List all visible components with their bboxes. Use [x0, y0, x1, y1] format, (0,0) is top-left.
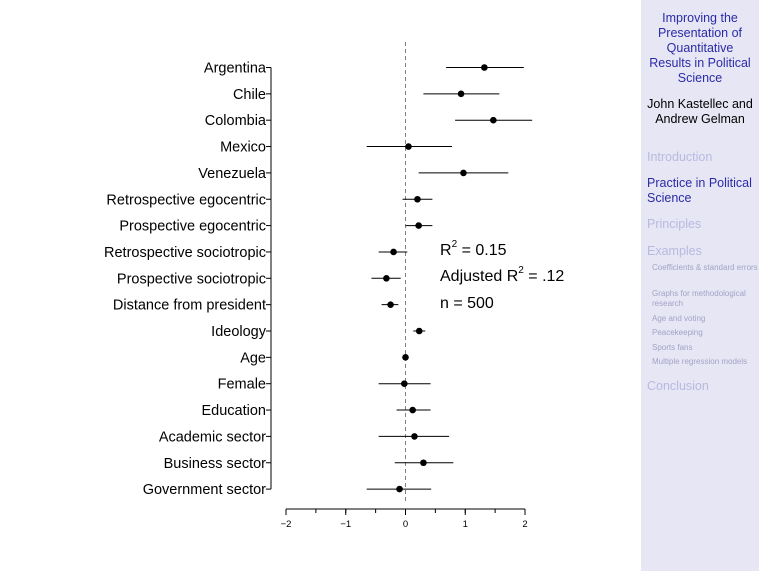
nav-subsection-coefficients[interactable]: Coefficients & standard errors	[652, 263, 758, 272]
y-tick-label: Prospective egocentric	[119, 219, 266, 235]
y-tick-label: Mexico	[220, 140, 266, 156]
y-tick-label: Chile	[233, 87, 266, 103]
y-tick-label: Education	[202, 403, 267, 419]
x-tick-label: 2	[522, 519, 527, 530]
coefficient-point	[383, 275, 390, 282]
x-tick-label: 1	[463, 519, 468, 530]
y-tick-label: Argentina	[204, 61, 267, 77]
y-tick-label: Business sector	[164, 456, 267, 472]
coefficient-point	[481, 64, 488, 71]
presentation-title[interactable]: Improving the Presentation of Quantitati…	[649, 11, 751, 85]
coefficient-point	[411, 433, 418, 440]
coefficient-point	[490, 116, 497, 124]
coefficient-point	[415, 327, 423, 335]
coefficient-point	[457, 90, 465, 98]
y-tick-label: Venezuela	[198, 166, 267, 182]
coefficient-point	[390, 248, 397, 256]
nav-subsection-multiple-regression[interactable]: Multiple regression models	[652, 357, 748, 366]
x-tick-label: −1	[340, 519, 351, 530]
sample-size-label: n = 500	[440, 295, 494, 312]
nav-subsection-age-and-voting[interactable]: Age and voting	[652, 314, 706, 323]
coefficient-point	[387, 301, 394, 308]
coefficient-point	[402, 354, 409, 361]
coefficient-point	[415, 222, 422, 229]
adjusted-r-squared-label: Adjusted R2 = .12	[440, 265, 565, 286]
r-squared-label: R2 = 0.15	[440, 239, 507, 260]
coefficient-point	[420, 459, 427, 467]
y-tick-label: Distance from president	[113, 298, 266, 314]
coefficient-point	[401, 380, 408, 388]
presentation-authors: John Kastellec and Andrew Gelman	[647, 97, 753, 126]
coefficient-point	[460, 169, 467, 177]
nav-subsection-methodological-graphs[interactable]: Graphs for methodological research	[652, 289, 746, 308]
nav-section-examples[interactable]: Examples	[647, 244, 702, 258]
coefficient-point	[414, 195, 421, 203]
coefficient-point	[396, 485, 403, 493]
y-tick-label: Female	[218, 377, 266, 393]
nav-section-introduction[interactable]: Introduction	[647, 150, 713, 164]
nav-section-conclusion[interactable]: Conclusion	[647, 379, 709, 393]
nav-section-principles[interactable]: Principles	[647, 217, 702, 231]
coefficient-plot: Argentina Chile Colombia Mexico Venezuela Ret…	[104, 42, 533, 530]
x-tick-label: −2	[281, 519, 292, 530]
y-tick-label: Academic sector	[159, 429, 266, 445]
y-tick-label: Age	[240, 350, 266, 366]
nav-subsection-peacekeeping[interactable]: Peacekeeping	[652, 328, 703, 337]
y-tick-label: Retrospective sociotropic	[104, 245, 266, 261]
coefficient-point	[409, 406, 416, 414]
y-tick-label: Colombia	[205, 113, 267, 129]
sidebar-navigation: Improving the Presentation of Quantitati…	[641, 0, 759, 571]
y-tick-label: Retrospective egocentric	[106, 192, 266, 208]
slide-content: Argentina Chile Colombia Mexico Venezuela Ret…	[104, 42, 565, 530]
x-tick-label: 0	[403, 519, 408, 530]
y-tick-label: Government sector	[143, 482, 266, 498]
nav-section-practice-in-political-science[interactable]: Practice in Political Science	[647, 176, 752, 205]
y-tick-label: Prospective sociotropic	[117, 271, 266, 287]
y-tick-label: Ideology	[211, 324, 267, 340]
nav-subsection-sports-fans[interactable]: Sports fans	[652, 343, 693, 352]
coefficient-point	[405, 143, 412, 150]
